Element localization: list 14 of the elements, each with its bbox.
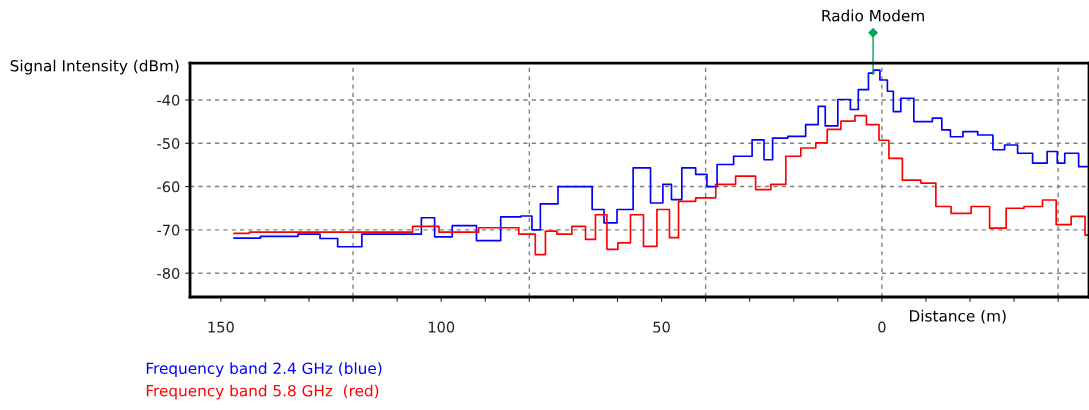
y-tick-label: -40 — [157, 94, 180, 106]
x-tick-label: 100 — [428, 321, 455, 333]
y-tick-label: -50 — [157, 137, 180, 150]
y-tick-label: -60 — [157, 181, 180, 193]
y-tick-label: -80 — [157, 267, 180, 279]
x-axis-title: Distance (m) — [910, 309, 1006, 324]
annotation: Radio Modem — [822, 9, 924, 22]
text: Frequency band 2.4 GHz (blue) — [146, 362, 382, 377]
y-axis-title: Signal Intensity (dBm) — [10, 59, 179, 75]
x-tick-label: 50 — [653, 321, 670, 333]
x-tick-label: 150 — [208, 321, 234, 333]
y-tick-label: -70 — [157, 224, 180, 236]
x-tick-label: 0 — [878, 321, 886, 333]
text: Frequency band 5.8 GHz (red) — [146, 384, 379, 400]
